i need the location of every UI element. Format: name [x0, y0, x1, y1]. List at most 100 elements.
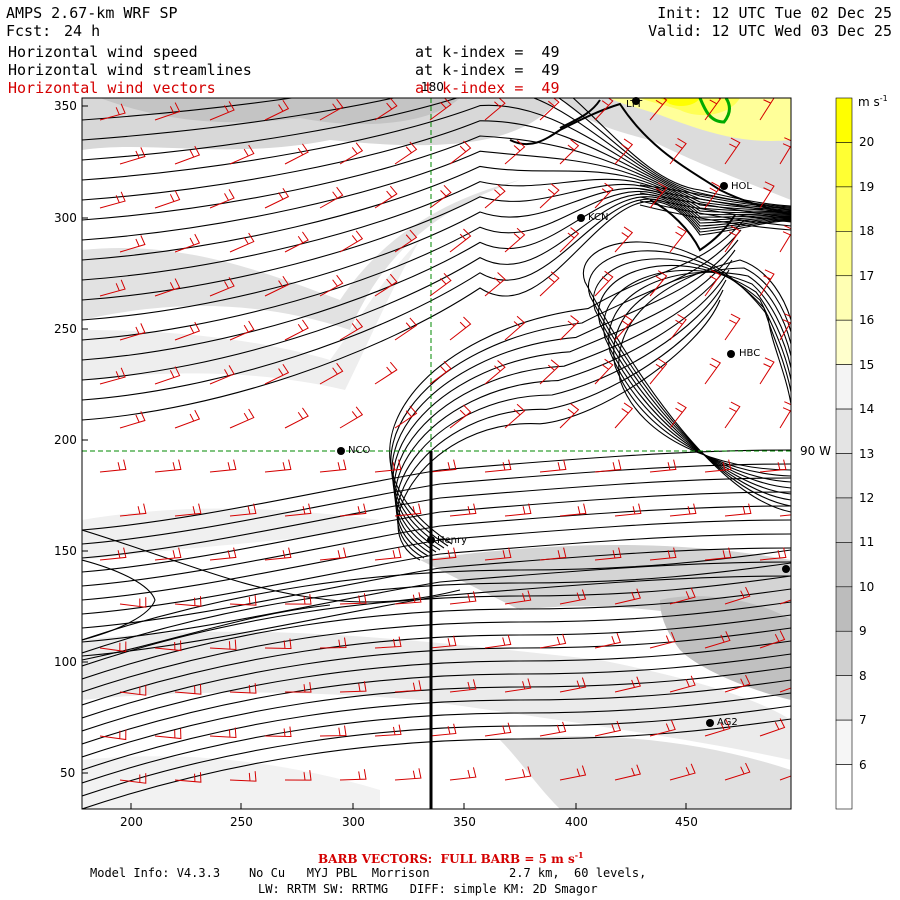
colorbar-label: 14 — [859, 402, 875, 417]
wind-barb — [724, 586, 751, 605]
streamline — [82, 120, 791, 211]
wind-barb — [724, 674, 751, 693]
wind-barb — [449, 316, 472, 341]
wind-barb — [339, 769, 367, 781]
streamline — [82, 627, 791, 719]
wind-barb — [339, 318, 364, 341]
wind-barb — [539, 359, 560, 385]
wind-barb — [229, 771, 257, 782]
x-tick-label: 300 — [342, 815, 365, 829]
colorbar-swatch — [835, 319, 853, 365]
colorbar-label: 20 — [859, 135, 875, 150]
colorbar-label: 13 — [859, 446, 875, 461]
colorbar-swatch — [835, 630, 853, 676]
field-vectors-name: Horizontal wind vectors — [8, 79, 216, 97]
wind-barb — [394, 141, 418, 165]
wind-barb — [704, 631, 731, 649]
colorbar-swatch — [835, 586, 853, 632]
wind-barb — [229, 503, 257, 517]
colorbar-swatch — [835, 231, 853, 277]
wind-barb — [539, 721, 567, 737]
field-speed-name: Horizontal wind speed — [8, 43, 198, 61]
wind-barb — [174, 233, 201, 253]
wind-barb — [504, 403, 526, 429]
wind-barb — [319, 186, 344, 209]
barb-legend: BARB VECTORS: FULL BARB = 5 m s-1 — [318, 850, 584, 866]
wind-barb — [229, 232, 255, 253]
wind-barb — [559, 765, 587, 781]
wind-barb — [229, 683, 257, 694]
wind-barb — [209, 365, 235, 385]
streamline — [639, 184, 791, 211]
wind-barb — [429, 184, 452, 209]
wind-barb — [594, 270, 614, 297]
colorbar-swatch — [835, 186, 853, 232]
colorbar — [835, 97, 853, 810]
wind-barb — [484, 272, 506, 297]
wind-barb — [649, 719, 676, 737]
wind-barb — [759, 630, 786, 649]
wind-barb — [614, 402, 634, 429]
streamline — [639, 188, 791, 215]
colorbar-swatch — [835, 764, 853, 810]
wind-barb — [669, 402, 687, 429]
wind-barb — [264, 547, 292, 561]
wind-barb — [229, 144, 255, 165]
wind-barb — [614, 764, 641, 781]
colorbar-swatch — [835, 408, 853, 454]
wind-barb — [174, 145, 201, 165]
wind-barb — [339, 230, 364, 253]
streamline — [82, 196, 791, 381]
wind-barb — [284, 682, 312, 693]
streamline — [82, 449, 791, 531]
wind-barb — [649, 270, 668, 297]
wind-barb — [484, 184, 506, 209]
streamline — [82, 666, 791, 758]
wind-barb — [779, 599, 791, 605]
wind-barb — [449, 767, 477, 781]
wind-barb — [614, 676, 641, 693]
wind-barb — [649, 98, 668, 121]
wind-barb — [229, 595, 257, 606]
streamline — [82, 559, 156, 641]
streamline — [82, 640, 791, 732]
wind-barb — [594, 98, 614, 121]
wind-speed-shading — [82, 98, 791, 809]
wind-barb — [119, 411, 146, 429]
wind-barb — [724, 137, 741, 165]
wind-barb — [559, 403, 580, 429]
wind-barb — [429, 272, 452, 297]
wind-barb — [484, 459, 512, 473]
colorbar-label: 7 — [859, 713, 867, 728]
wind-barb — [154, 102, 181, 121]
wind-barb — [264, 459, 292, 473]
station-label: HOL — [731, 181, 752, 192]
wind-barb — [484, 634, 512, 649]
wind-barb — [669, 587, 696, 605]
wind-barb — [394, 592, 422, 605]
wind-barb — [374, 636, 402, 649]
wind-barb — [449, 679, 477, 693]
station-label: AG2 — [717, 717, 738, 728]
wind-barb — [374, 459, 402, 473]
wind-barb — [99, 547, 127, 561]
colorbar-swatch — [835, 497, 853, 543]
colorbar-swatch — [835, 675, 853, 721]
colorbar-swatch — [835, 453, 853, 499]
streamlines — [82, 98, 791, 809]
wind-barb — [319, 459, 347, 473]
wind-barb — [559, 315, 580, 341]
streamline — [82, 692, 791, 784]
streamline — [82, 533, 791, 615]
colorbar-swatch — [835, 719, 853, 765]
wind-barb — [539, 271, 560, 297]
streamline — [82, 491, 791, 573]
wind-barb — [614, 138, 634, 165]
colorbar-label: 9 — [859, 624, 867, 639]
streamline — [82, 187, 791, 321]
colorbar-swatch — [835, 275, 853, 321]
wind-barb — [119, 773, 147, 784]
wind-barb — [779, 225, 791, 253]
wind-barb — [429, 98, 452, 121]
